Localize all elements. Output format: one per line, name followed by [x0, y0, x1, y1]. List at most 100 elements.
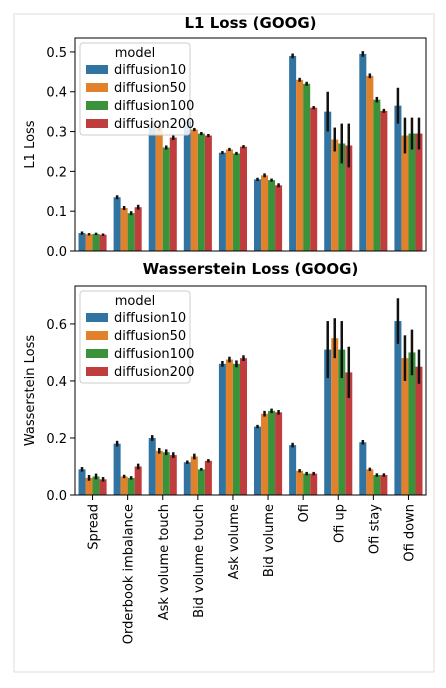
y-tick-label: 0.6 [46, 318, 67, 333]
bar [169, 455, 177, 495]
bar [162, 452, 170, 495]
y-tick-label: 0.3 [46, 126, 67, 141]
y-tick-label: 0.0 [46, 489, 67, 504]
legend-swatch [86, 65, 108, 74]
plot-area [74, 285, 427, 496]
legend-label: diffusion50 [114, 81, 186, 96]
bar [394, 321, 402, 495]
bar [155, 450, 163, 495]
bar [204, 460, 212, 495]
bar [268, 180, 276, 251]
y-tick-label: 0.2 [46, 165, 67, 180]
bar [331, 338, 339, 495]
bar [120, 208, 128, 251]
bar [239, 358, 247, 495]
legend-label: diffusion50 [114, 329, 186, 344]
bar [78, 469, 86, 495]
x-tick-label: Ofi up [332, 504, 347, 543]
bar [289, 55, 297, 251]
bar [113, 197, 121, 251]
bar [289, 445, 297, 495]
bar [85, 477, 93, 495]
legend-swatch [86, 119, 108, 128]
bar [338, 349, 346, 495]
y-axis-label: Wasserstein Loss [23, 335, 38, 446]
bar [218, 363, 226, 495]
legend-label: diffusion10 [114, 63, 186, 78]
bar [366, 469, 374, 495]
bar [134, 207, 142, 251]
bar [359, 53, 367, 251]
x-tick-label: Ofi stay [367, 504, 382, 554]
bar [197, 469, 205, 495]
bar [268, 410, 276, 495]
x-tick-label: Bid volume touch [192, 504, 207, 618]
bar [92, 476, 100, 495]
legend-label: diffusion100 [114, 347, 194, 362]
legend-label: diffusion100 [114, 99, 194, 114]
chart-title: Wasserstein Loss (GOOG) [143, 260, 359, 278]
x-tick-label: Ofi [297, 504, 312, 522]
bar [324, 111, 332, 251]
bar [254, 426, 262, 495]
y-axis-label: L1 Loss [23, 120, 38, 168]
bar [183, 462, 191, 495]
bar [113, 443, 121, 495]
legend-swatch [86, 83, 108, 92]
legend-swatch [86, 331, 108, 340]
bar [401, 135, 409, 251]
bar [120, 476, 128, 495]
bar [204, 135, 212, 251]
bar [225, 149, 233, 251]
x-tick-label: Ask volume touch [157, 504, 172, 620]
legend-swatch [86, 101, 108, 110]
bar [254, 179, 262, 251]
bar [183, 121, 191, 251]
bar [261, 413, 269, 495]
bar [401, 358, 409, 495]
bar [197, 133, 205, 251]
bar [303, 83, 311, 251]
y-tick-label: 0.1 [46, 205, 67, 220]
legend-swatch [86, 349, 108, 358]
y-tick-label: 0.4 [46, 375, 67, 390]
bar [127, 477, 135, 495]
bar [345, 372, 353, 495]
bar [415, 133, 423, 251]
y-tick-label: 0.0 [46, 245, 67, 260]
legend-label: diffusion10 [114, 311, 186, 326]
bar [261, 175, 269, 251]
legend-label: diffusion200 [114, 365, 194, 380]
bar [92, 233, 100, 251]
bar [225, 359, 233, 495]
bar [190, 456, 198, 495]
bar [380, 475, 388, 495]
bar [380, 110, 388, 251]
x-tick-label: Orderbook imbalance [122, 504, 137, 644]
bar [296, 470, 304, 495]
bar [331, 139, 339, 251]
bar [408, 133, 416, 251]
bar [78, 233, 86, 251]
bar [310, 473, 318, 495]
legend-swatch [86, 313, 108, 322]
bar [275, 412, 283, 495]
bar [190, 129, 198, 251]
bar [373, 475, 381, 495]
bar [162, 147, 170, 251]
bar [232, 153, 240, 251]
x-tick-label: Spread [87, 504, 102, 550]
bar [99, 234, 107, 251]
bar [232, 363, 240, 495]
bar [99, 479, 107, 495]
y-tick-label: 0.5 [46, 46, 67, 61]
bar [415, 366, 423, 495]
bar [338, 143, 346, 251]
legend-title: model [115, 46, 155, 61]
x-tick-label: Ofi down [402, 504, 417, 562]
bar [366, 75, 374, 251]
plot-area [74, 37, 427, 252]
x-tick-label: Ask volume [227, 504, 242, 580]
legend-title: model [115, 294, 155, 309]
